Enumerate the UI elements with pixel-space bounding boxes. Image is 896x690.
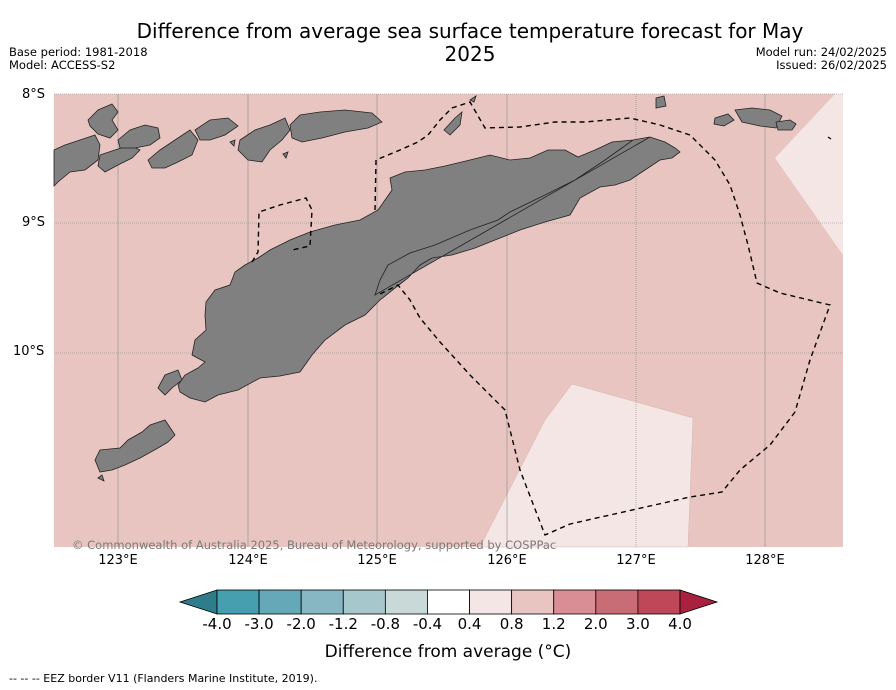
small-islet-4: [655, 95, 667, 109]
lon-label-124e: 124°E: [228, 553, 268, 568]
pantar-island: [147, 129, 199, 169]
colorbar-segment: [511, 589, 555, 615]
colorbar-tick-label: -4.0: [202, 615, 232, 633]
alor-island-west: [194, 117, 239, 141]
colorbar-tick-label: 0.8: [499, 615, 524, 633]
romang-island: [713, 113, 735, 127]
colorbar-tick-label: 0.4: [457, 615, 482, 633]
colorbar-tick-label: 4.0: [668, 615, 692, 633]
lat-label-10s: 10°S: [13, 344, 45, 359]
lat-label-9s: 9°S: [22, 215, 46, 230]
eez-line-south: [377, 284, 796, 536]
solor-island: [87, 103, 119, 139]
colorbar-tick-label: -0.4: [412, 615, 443, 633]
wetar-island: [289, 109, 383, 143]
eez-line-east: [827, 136, 832, 140]
colorbar-segments: [216, 589, 681, 615]
small-islet-3: [469, 95, 477, 103]
colorbar-tick-label: -2.0: [286, 615, 316, 633]
colorbar-tick-label: 1.2: [541, 615, 566, 633]
colorbar-tick-label: 3.0: [625, 615, 650, 633]
colorbar-tick-label: -0.8: [370, 615, 400, 633]
colorbar-tick-label: -3.0: [244, 615, 274, 633]
colorbar-segment: [469, 589, 513, 615]
colorbar-segment: [384, 589, 428, 615]
colorbar-segment: [553, 589, 597, 615]
colorbar-segment: [595, 589, 639, 615]
land: [53, 95, 797, 482]
meta-right: Model run: 24/02/2025 Issued: 26/02/2025: [756, 46, 887, 72]
alor-island-east: [237, 117, 291, 163]
leti-island: [775, 119, 797, 131]
ocean-anomaly-0.4-0.8-south: [479, 383, 694, 548]
colorbar-segment: [258, 589, 302, 615]
lembata-island: [117, 124, 161, 149]
lon-label-123e: 123°E: [98, 553, 138, 568]
meta-left: Base period: 1981-2018 Model: ACCESS-S2: [9, 46, 148, 72]
lon-label-126e: 126°E: [487, 553, 527, 568]
model-run: Model run: 24/02/2025: [755, 45, 887, 59]
base-period: Base period: 1981-2018: [9, 45, 148, 59]
small-islet-2: [282, 151, 289, 159]
colorbar-label: Difference from average (°C): [324, 642, 572, 662]
ocean-anomaly-0.4-0.8-east: [775, 94, 843, 255]
issued-date: Issued: 26/02/2025: [776, 58, 887, 72]
semau-island: [157, 369, 183, 396]
colorbar-tick-label: 2.0: [583, 615, 608, 633]
rote-island: [94, 419, 176, 473]
eez-legend-note: -- -- -- EEZ border V11 (Flanders Marine…: [9, 672, 318, 685]
lon-label-125e: 125°E: [357, 553, 397, 568]
colorbar-segment: [342, 589, 386, 615]
colorbar-segment: [637, 589, 681, 615]
map-title: Difference from average sea surface temp…: [136, 19, 804, 66]
colorbar-segment: [216, 589, 260, 615]
model-name: Model: ACCESS-S2: [9, 58, 116, 72]
ndao-islet: [97, 474, 105, 482]
colorbar-segment: [300, 589, 344, 615]
atauro-islet: [443, 110, 463, 136]
flores-east-island: [53, 134, 101, 187]
colorbar-tick-label: -1.2: [328, 615, 358, 633]
lon-label-127e: 127°E: [616, 553, 656, 568]
lat-label-8s: 8°S: [22, 87, 46, 102]
lon-label-128e: 128°E: [745, 553, 785, 568]
timor-island: [177, 136, 681, 403]
eez-border: [251, 101, 831, 536]
copyright-notice: © Commonwealth of Australia 2025, Bureau…: [72, 538, 557, 552]
colorbar-segment: [427, 589, 470, 615]
small-islet-1: [229, 139, 236, 147]
eez-line-oecusse: [251, 197, 313, 263]
colorbar-over-arrow: [679, 589, 719, 615]
eez-line-north: [374, 101, 831, 413]
colorbar-under-arrow: [178, 589, 218, 615]
